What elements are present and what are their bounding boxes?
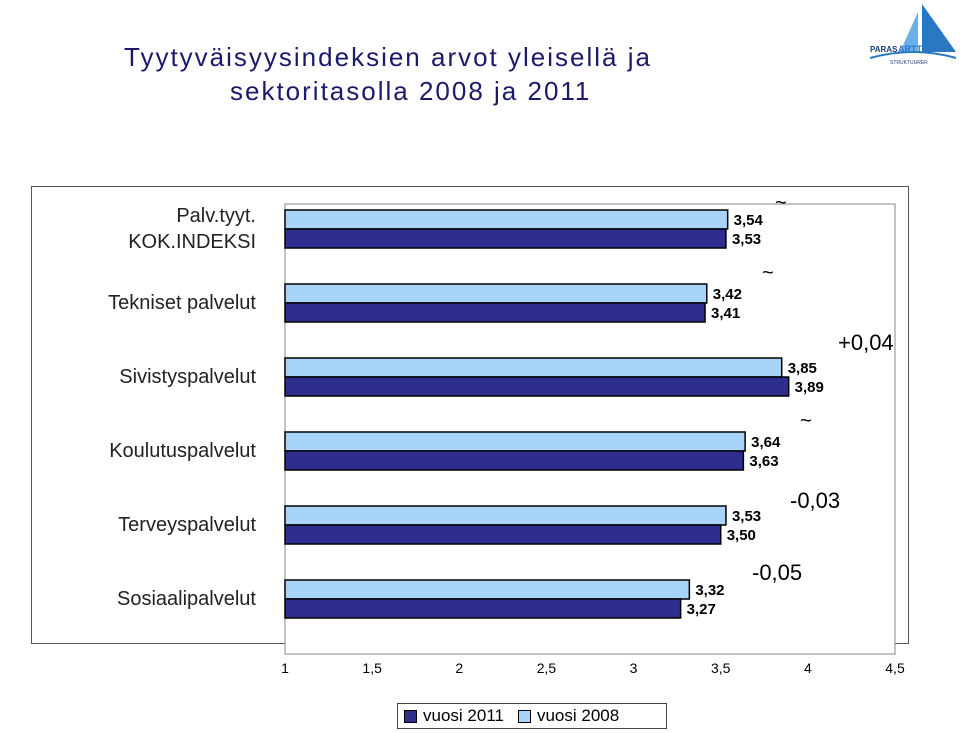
data-label-2011-1: 3,41 — [711, 305, 740, 322]
x-tick-label: 3,5 — [710, 660, 731, 676]
logo-text-right: ARTTU — [898, 44, 929, 54]
legend-label-2008: vuosi 2008 — [536, 706, 620, 725]
category-label-line: Sosiaalipalvelut — [117, 588, 256, 610]
bar-2008-5 — [284, 579, 691, 600]
category-label-3: Koulutuspalvelut — [26, 438, 256, 464]
data-label-2008-0: 3,54 — [734, 212, 764, 229]
bar-2008-0 — [284, 209, 729, 230]
legend-swatch-2008 — [517, 709, 531, 723]
paras-arttu-logo: PARAS ARTTU STRUKTUURER — [869, 4, 957, 66]
data-label-2008-2: 3,85 — [788, 360, 817, 377]
x-tick-label: 4 — [803, 660, 812, 676]
bar-2008-2 — [284, 357, 783, 378]
legend-swatch-2011 — [404, 709, 417, 723]
bar-2011-2 — [284, 376, 790, 397]
category-label-line: Tekniset palvelut — [108, 292, 256, 314]
page-title: Tyytyväisyysindeksien arvot yleisellä ja… — [124, 40, 824, 108]
data-label-2011-2: 3,89 — [795, 379, 824, 396]
logo-sub: STRUKTUURER — [890, 60, 928, 66]
category-label-line: Palv.tyyt. — [176, 205, 256, 227]
annotation-tilde-3: ~ — [800, 410, 812, 432]
category-label-5: Sosiaalipalvelut — [26, 586, 256, 612]
annotation-tilde-2: ~ — [762, 262, 774, 284]
category-label-line: Koulutuspalvelut — [109, 440, 256, 462]
data-label-2011-4: 3,50 — [727, 527, 756, 544]
annotation-diff-terveys: -0,03 — [790, 488, 841, 513]
legend-label-2011: vuosi 2011 — [423, 706, 504, 725]
data-label-2011-3: 3,63 — [749, 453, 778, 470]
category-label-2: Sivistyspalvelut — [26, 364, 256, 390]
bar-2011-4 — [284, 524, 722, 545]
x-tick-label: 3 — [629, 660, 638, 676]
annotation-diff-tekniset: +0,04 — [838, 330, 894, 355]
logo-text-left: PARAS — [870, 45, 898, 54]
bar-2008-3 — [284, 431, 746, 452]
category-label-0: Palv.tyyt. KOK.INDEKSI — [26, 203, 256, 255]
bar-2011-1 — [284, 302, 706, 323]
x-tick-label: 2,5 — [536, 660, 557, 676]
data-label-2008-4: 3,53 — [732, 508, 761, 525]
bar-2008-4 — [284, 505, 727, 526]
annotation-tilde-1: ~ — [775, 192, 787, 214]
title-line-1: Tyytyväisyysindeksien arvot yleisellä ja — [124, 42, 652, 72]
bar-2008-1 — [284, 283, 708, 304]
data-label-2008-5: 3,32 — [695, 582, 724, 599]
data-label-2008-1: 3,42 — [713, 286, 742, 303]
title-line-2: sektoritasolla 2008 ja 2011 — [230, 76, 592, 106]
x-tick-label: 2 — [455, 660, 464, 676]
category-label-line: Sivistyspalvelut — [119, 366, 256, 388]
annotation-diff-sosiaali: -0,05 — [752, 560, 803, 585]
bar-2011-0 — [284, 228, 727, 249]
bar-2011-3 — [284, 450, 745, 471]
x-tick-label: 1 — [281, 660, 289, 676]
x-tick-label: 1,5 — [362, 660, 382, 676]
x-tick-label: 4,5 — [885, 660, 905, 676]
chart-legend: vuosi 2011 vuosi 2008 — [397, 703, 667, 729]
data-label-2008-3: 3,64 — [751, 434, 781, 451]
plot-area — [284, 203, 896, 655]
data-label-2011-5: 3,27 — [687, 601, 716, 618]
category-label-1: Tekniset palvelut — [26, 290, 256, 316]
category-label-line: KOK.INDEKSI — [128, 231, 256, 253]
category-label-4: Terveyspalvelut — [26, 512, 256, 538]
category-label-line: Terveyspalvelut — [118, 514, 256, 536]
data-label-2011-0: 3,53 — [732, 231, 761, 248]
bar-2011-5 — [284, 598, 682, 619]
